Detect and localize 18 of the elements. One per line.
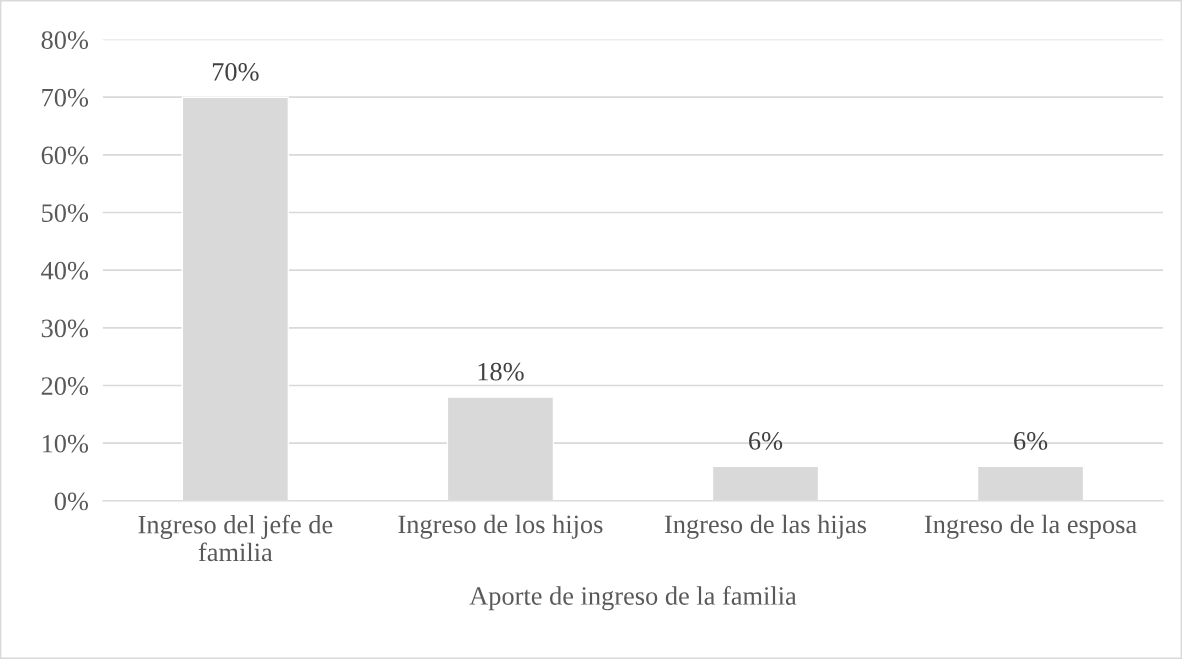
y-tick-label: 70% [42, 88, 89, 107]
y-tick-label: 60% [41, 146, 89, 165]
x-tick-label: Ingreso de los hijos [398, 514, 603, 539]
data-label: 6% [1014, 431, 1048, 450]
y-tick-label: 50% [42, 204, 89, 223]
x-tick-label: Ingreso de las hijas [664, 514, 867, 539]
x-tick-label: Ingreso del jefe de familia [138, 514, 333, 562]
data-label: 18% [478, 362, 524, 381]
data-label: 70% [212, 62, 259, 81]
y-tick-label: 20% [41, 377, 89, 396]
y-tick-label: 30% [41, 319, 89, 338]
y-tick-label: 10% [42, 434, 89, 453]
y-tick-label: 80% [41, 31, 89, 50]
x-axis-title: Aporte de ingreso de la familia [469, 586, 797, 611]
x-tick-label: Ingreso de la esposa [924, 514, 1137, 539]
data-label: 6% [749, 431, 783, 450]
y-tick-label: 40% [41, 261, 89, 280]
y-tick-label: 0% [54, 492, 89, 511]
